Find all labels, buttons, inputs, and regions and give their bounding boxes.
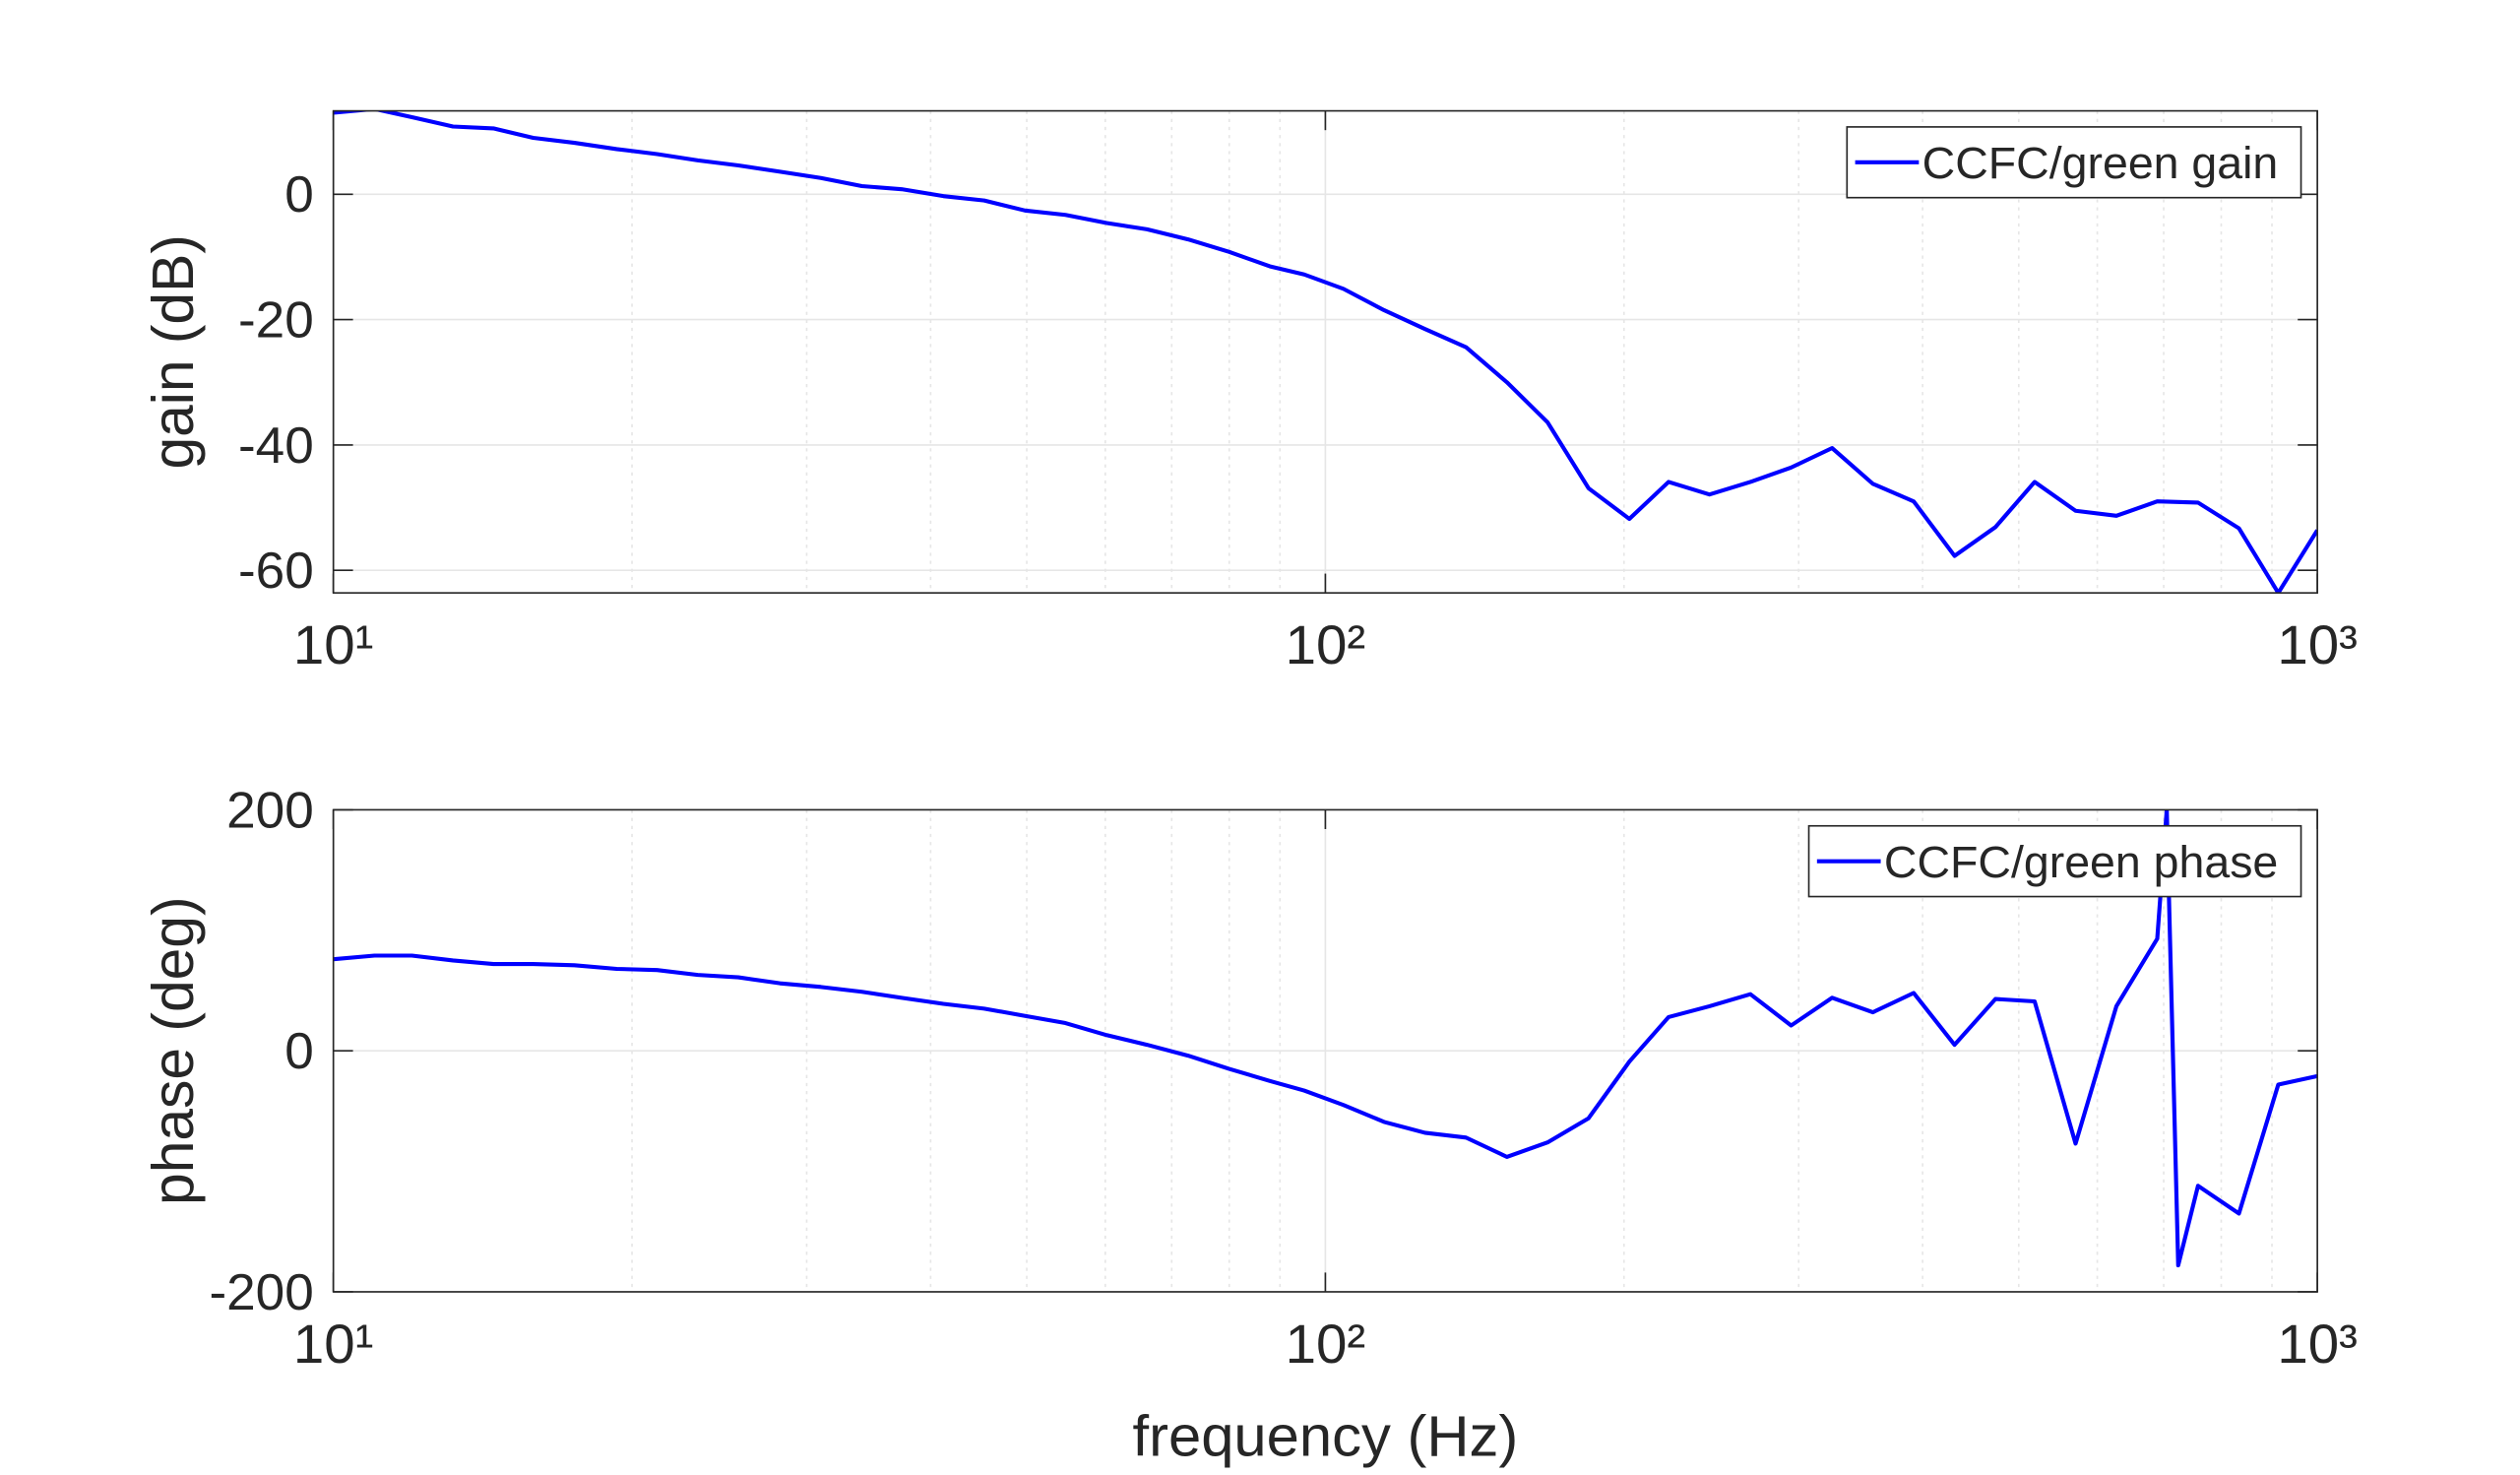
x-axis-label: frequency (Hz) xyxy=(1132,1403,1518,1468)
y-tick-label: -20 xyxy=(238,291,314,349)
legend-box xyxy=(1807,824,2302,898)
legend-label: CCFC/green phase xyxy=(1884,836,2278,887)
data-line xyxy=(333,809,2318,1268)
legend-box xyxy=(1846,126,2302,199)
y-tick-label: 0 xyxy=(284,1023,314,1080)
x-tick-label: 10² xyxy=(1286,1313,1366,1374)
x-tick-label: 10³ xyxy=(2277,1313,2358,1374)
legend: CCFC/green gain xyxy=(1846,126,2302,199)
x-tick-label: 10¹ xyxy=(293,613,374,674)
y-axis-label: phase (deg) xyxy=(139,896,206,1204)
y-tick-label: -40 xyxy=(238,417,314,474)
y-tick-label: 200 xyxy=(226,782,314,839)
data-line xyxy=(333,110,2318,594)
x-tick-label: 10² xyxy=(1286,613,1366,674)
y-tick-label: 0 xyxy=(284,166,314,224)
y-tick-label: -60 xyxy=(238,543,314,600)
x-tick-label: 10³ xyxy=(2277,613,2358,674)
legend-label: CCFC/green gain xyxy=(1922,137,2279,188)
y-tick-label: -200 xyxy=(209,1263,313,1320)
legend: CCFC/green phase xyxy=(1807,824,2302,898)
x-tick-label: 10¹ xyxy=(293,1313,374,1374)
y-axis-label: gain (dB) xyxy=(139,234,206,469)
